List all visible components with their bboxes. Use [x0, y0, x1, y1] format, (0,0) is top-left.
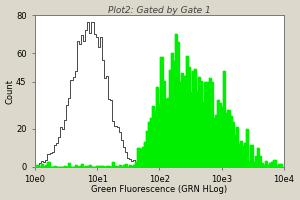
- Title: Plot2: Gated by Gate 1: Plot2: Gated by Gate 1: [108, 6, 211, 15]
- Y-axis label: Count: Count: [6, 79, 15, 104]
- X-axis label: Green Fluorescence (GRN HLog): Green Fluorescence (GRN HLog): [92, 185, 227, 194]
